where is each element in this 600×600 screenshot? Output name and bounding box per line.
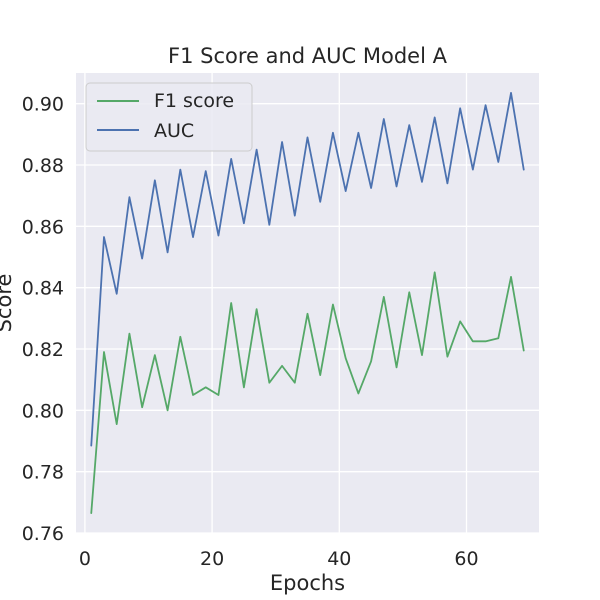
- grid-lines: [76, 73, 539, 534]
- x-tick-label: 20: [200, 548, 224, 570]
- x-axis-ticks: 0 20 40 60: [79, 548, 479, 570]
- y-axis-label: Score: [0, 274, 16, 333]
- series-line-f1-score: [90, 271, 525, 514]
- y-axis-ticks: 0.76 0.78 0.80 0.82 0.84 0.86 0.88 0.90: [22, 94, 64, 545]
- y-tick-label: 0.82: [22, 339, 64, 361]
- series-line-auc: [90, 92, 525, 447]
- x-tick-label: 40: [327, 548, 351, 570]
- y-tick-label: 0.86: [22, 216, 64, 238]
- y-tick-label: 0.84: [22, 278, 64, 300]
- x-tick-label: 60: [454, 548, 478, 570]
- y-tick-label: 0.80: [22, 400, 64, 422]
- series-lines: [90, 92, 525, 514]
- x-axis-label: Epochs: [270, 571, 345, 595]
- y-tick-label: 0.88: [22, 155, 64, 177]
- y-tick-label: 0.76: [22, 523, 64, 545]
- chart-title: F1 Score and AUC Model A: [168, 44, 448, 68]
- y-tick-label: 0.78: [22, 462, 64, 484]
- legend-label-f1-score: F1 score: [154, 90, 234, 112]
- x-tick-label: 0: [79, 548, 91, 570]
- legend: F1 score AUC: [85, 82, 253, 152]
- y-tick-label: 0.90: [22, 94, 64, 116]
- legend-label-auc: AUC: [154, 120, 194, 142]
